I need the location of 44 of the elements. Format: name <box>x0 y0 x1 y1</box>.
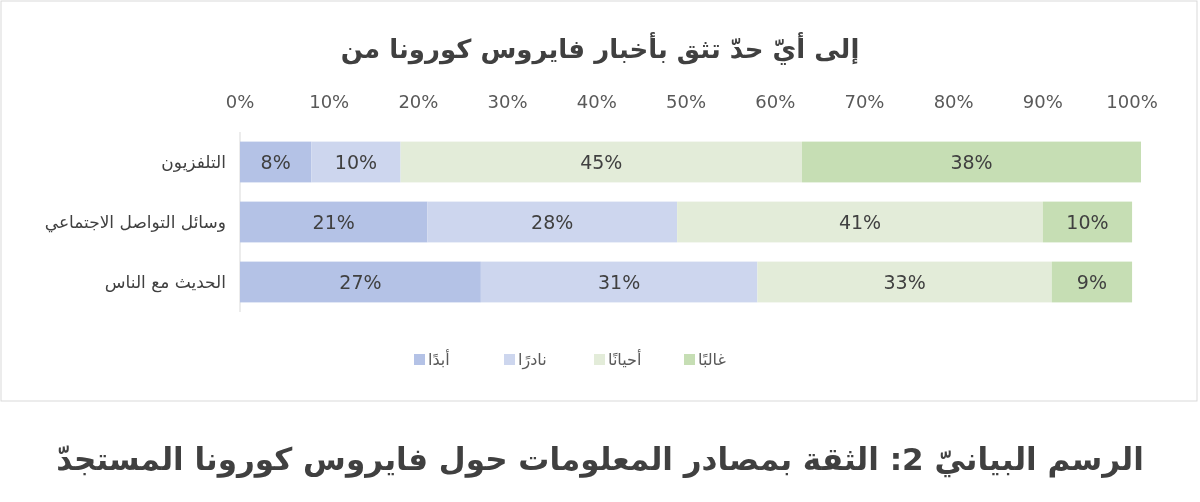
data-label: 41% <box>838 211 882 233</box>
bar <box>311 141 401 183</box>
legend-label: أبدًا <box>428 349 450 369</box>
x-tick-label: 20% <box>398 91 439 112</box>
text: الرسم البيانيّ 2: الثقة بمصادر المعلومات حول فايروس كورونا المستجدّ <box>56 441 1144 478</box>
bar <box>802 141 1141 183</box>
y-tick-label: التلفزيون <box>161 152 226 172</box>
x-tick-label: 90% <box>1022 91 1063 112</box>
data-label: 10% <box>1066 211 1109 233</box>
data-label: 27% <box>339 271 382 293</box>
bar <box>240 261 481 303</box>
data-label: 33% <box>883 271 926 293</box>
data-label: 10% <box>334 151 378 173</box>
data-label: 8% <box>260 151 291 173</box>
legend-label: أحيانًا <box>608 349 642 369</box>
legend-label: نادرًا <box>518 350 547 370</box>
x-tick-label: 100% <box>1106 91 1158 112</box>
x-tick-label: 30% <box>487 91 528 112</box>
x-tick-label: 0% <box>225 91 255 112</box>
data-label: 45% <box>580 151 623 173</box>
chart-title: إلى أيّ حدّ تثق بأخبار فايروس كورونا من <box>340 32 860 65</box>
data-label: 9% <box>1076 271 1108 293</box>
x-tick-label: 50% <box>666 91 707 112</box>
x-tick-label: 80% <box>933 91 974 112</box>
bar <box>400 141 803 183</box>
y-tick-label: الحديث مع الناس <box>104 272 226 293</box>
bar <box>480 261 758 303</box>
x-tick-label: 60% <box>755 91 796 112</box>
data-label: 38% <box>950 151 993 173</box>
bar <box>240 201 428 243</box>
data-label: 31% <box>598 271 641 293</box>
x-tick-label: 40% <box>576 91 617 112</box>
x-tick-label: 10% <box>309 91 350 112</box>
x-tick-label: 70% <box>844 91 885 112</box>
bar <box>427 201 678 243</box>
bar <box>757 261 1052 303</box>
bar <box>677 201 1043 243</box>
bar <box>1051 261 1133 303</box>
bar <box>1042 201 1133 243</box>
data-label: 28% <box>531 211 574 233</box>
y-tick-label: وسائل التواصل الاجتماعي <box>44 212 226 233</box>
bar <box>240 141 312 183</box>
data-label: 21% <box>312 211 355 233</box>
legend-label: غالبًا <box>698 350 726 369</box>
